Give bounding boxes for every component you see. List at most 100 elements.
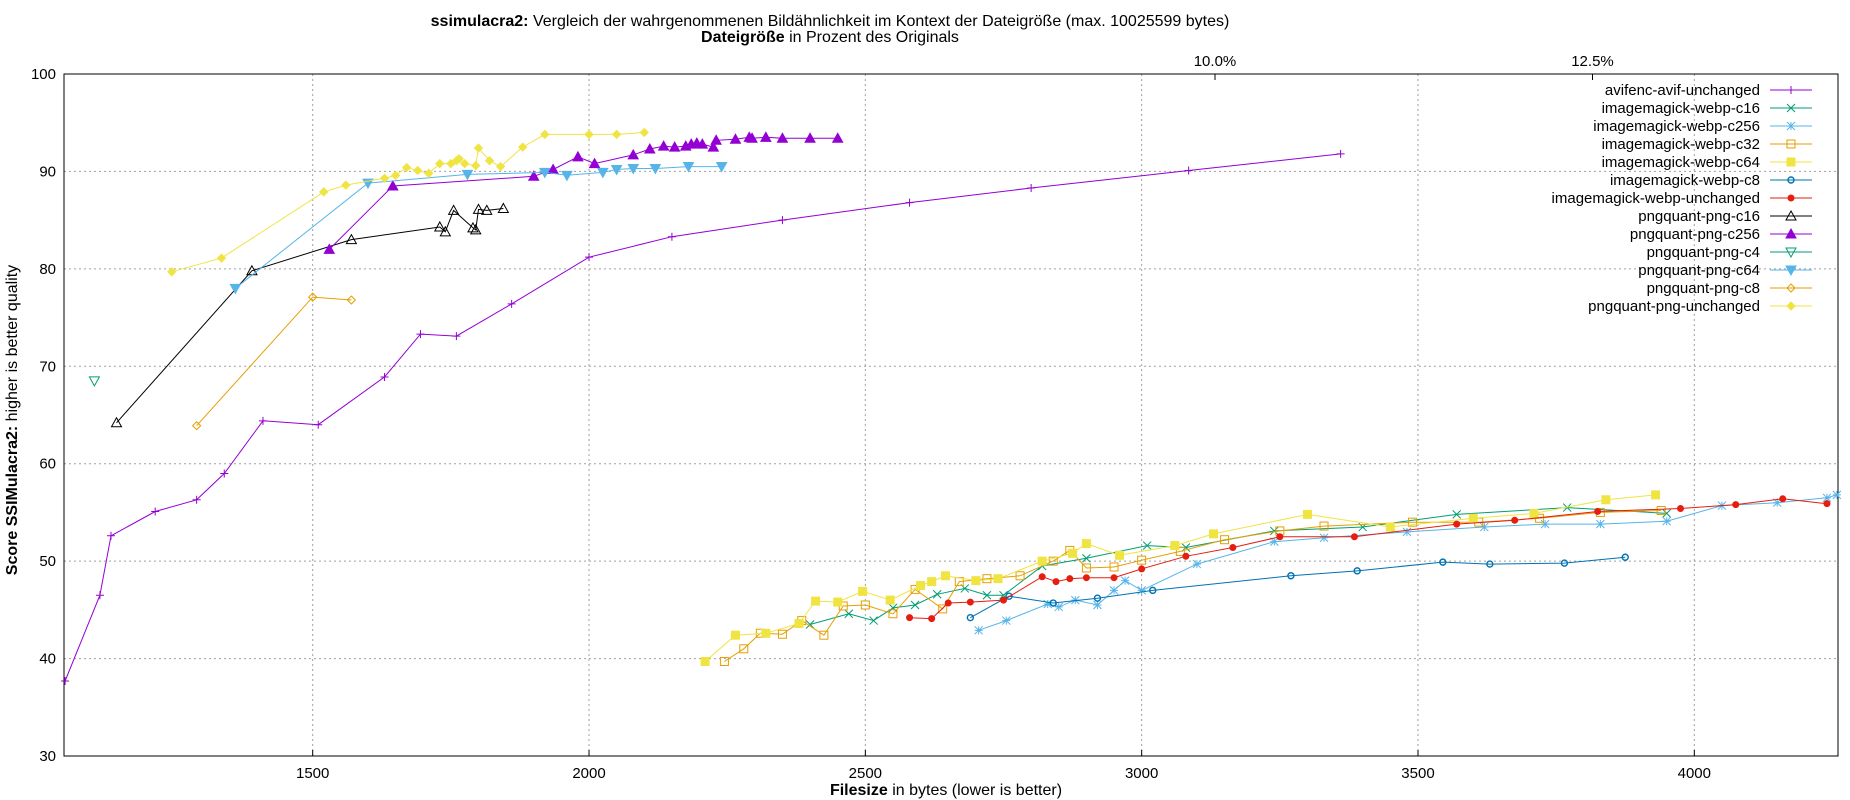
- data-point: [966, 613, 975, 622]
- data-point: [1779, 495, 1787, 503]
- data-point: [639, 127, 649, 138]
- data-point: [1170, 541, 1180, 551]
- data-point: [1027, 183, 1036, 192]
- data-point: [110, 416, 123, 428]
- data-point: [906, 614, 914, 622]
- data-point: [1486, 560, 1494, 568]
- data-point: [346, 295, 357, 305]
- chart-title-bold: ssimulacra2:: [431, 13, 529, 30]
- data-point: [761, 628, 771, 638]
- data-point: [1000, 596, 1008, 604]
- data-point: [452, 332, 461, 341]
- data-point: [1823, 500, 1831, 508]
- data-point: [710, 134, 722, 145]
- data-point: [1110, 574, 1118, 582]
- data-point: [746, 132, 758, 143]
- data-point: [1005, 592, 1013, 600]
- data-point: [1048, 556, 1058, 566]
- data-point: [1175, 546, 1185, 556]
- series-line: [234, 166, 722, 289]
- data-point: [307, 292, 318, 302]
- data-point: [1015, 571, 1025, 581]
- data-point: [1043, 599, 1053, 609]
- y-axis-label-bold: Score SSIMulacra2:: [4, 426, 21, 575]
- data-point: [739, 644, 749, 654]
- data-point: [484, 156, 495, 166]
- data-point: [1785, 247, 1797, 259]
- data-point: [1676, 505, 1684, 513]
- data-point: [916, 581, 926, 590]
- data-point: [1081, 539, 1091, 549]
- series-pngquant-png-c256: [323, 131, 844, 254]
- data-point: [971, 576, 981, 586]
- data-point: [1093, 600, 1102, 610]
- x-axis-label-bold: Filesize: [830, 782, 888, 799]
- legend-item: pngquant-png-c256: [1630, 226, 1812, 243]
- data-point: [1453, 520, 1461, 528]
- data-point: [860, 600, 870, 610]
- data-point: [1120, 576, 1130, 585]
- data-point: [1785, 227, 1797, 239]
- data-point: [667, 232, 676, 241]
- data-point: [778, 216, 787, 225]
- series-line: [171, 132, 645, 273]
- data-point: [323, 243, 336, 254]
- data-point: [1787, 194, 1795, 202]
- data-point: [811, 596, 821, 606]
- data-point: [610, 164, 623, 176]
- data-point: [497, 202, 510, 213]
- data-point: [1656, 505, 1666, 515]
- data-point: [1832, 490, 1842, 500]
- data-point: [88, 376, 101, 387]
- legend-label: pngquant-png-c256: [1630, 226, 1760, 243]
- x2-axis-label-bold: Dateigröße: [701, 29, 785, 46]
- data-point: [561, 170, 573, 182]
- data-point: [1786, 301, 1796, 311]
- data-point: [345, 233, 358, 245]
- data-point: [412, 165, 423, 176]
- data-point: [469, 223, 482, 235]
- series-line: [116, 208, 504, 424]
- data-point: [944, 599, 952, 607]
- data-point: [527, 170, 540, 181]
- series-pngquant-png-unchanged: [167, 127, 649, 277]
- data-point: [1786, 157, 1796, 167]
- data-point: [1407, 517, 1417, 527]
- data-point: [1596, 519, 1605, 529]
- data-point: [1269, 537, 1279, 547]
- data-point: [858, 586, 868, 596]
- data-point: [1038, 573, 1046, 581]
- data-point: [804, 132, 816, 143]
- y-tick-label: 50: [39, 553, 56, 570]
- data-point: [1786, 139, 1796, 149]
- data-point: [459, 158, 470, 169]
- legend-label: imagemagick-webp-c64: [1602, 154, 1760, 171]
- data-point: [386, 180, 399, 191]
- data-point: [1184, 166, 1193, 175]
- data-point: [1785, 209, 1797, 221]
- legend-item: imagemagick-webp-c16: [1602, 100, 1812, 117]
- data-point: [1511, 516, 1519, 524]
- data-point: [910, 600, 920, 610]
- data-point: [707, 141, 720, 152]
- data-point: [401, 162, 412, 173]
- data-point: [1786, 283, 1796, 293]
- data-point: [480, 204, 493, 215]
- chart-title: ssimulacra2: Vergleich der wahrgenommene…: [431, 13, 1230, 30]
- data-point: [1052, 578, 1060, 586]
- data-point: [888, 609, 898, 619]
- data-point: [993, 574, 1003, 584]
- data-point: [540, 129, 550, 140]
- data-point: [95, 591, 104, 600]
- legend-item: pngquant-png-c4: [1647, 244, 1812, 261]
- series-pngquant-png-c4: [88, 376, 101, 387]
- series-line: [970, 556, 1626, 619]
- data-point: [1786, 121, 1796, 131]
- series-avifenc-avif-unchanged: [61, 149, 1345, 685]
- legend-item: avifenc-avif-unchanged: [1605, 82, 1812, 99]
- data-point: [1787, 86, 1795, 94]
- data-point: [447, 204, 460, 215]
- data-point: [966, 598, 974, 606]
- legend-label: pngquant-png-c16: [1638, 208, 1760, 225]
- data-point: [794, 618, 804, 628]
